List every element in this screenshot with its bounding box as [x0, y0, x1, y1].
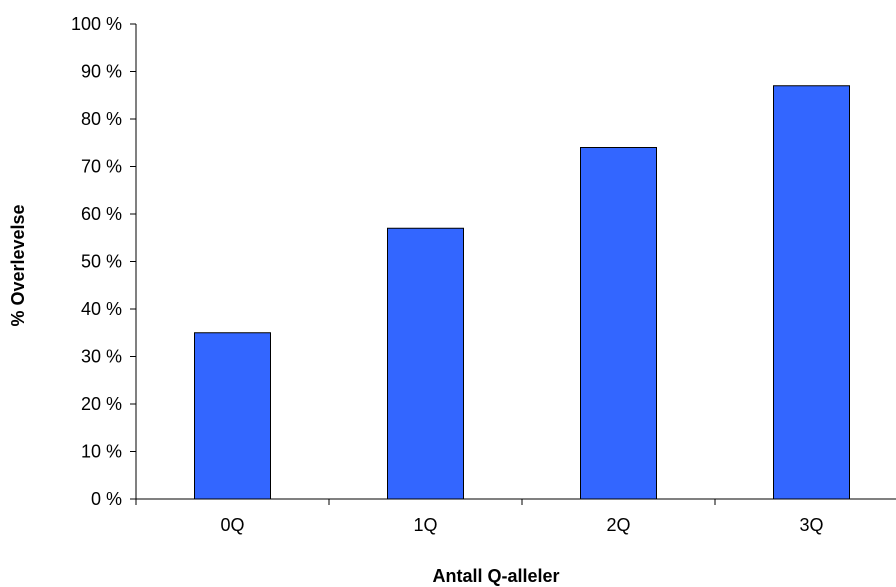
x-tick-label: 3Q [799, 515, 823, 535]
y-tick-label: 100 % [71, 14, 122, 34]
bars-group [194, 85, 850, 500]
y-tick-label: 90 % [81, 62, 122, 82]
y-tick-label: 10 % [81, 442, 122, 462]
y-axis-title: % Overlevelse [8, 204, 28, 326]
y-tick-label: 80 % [81, 109, 122, 129]
bar-1q [387, 227, 464, 500]
y-tick-label: 40 % [81, 299, 122, 319]
y-tick-label: 70 % [81, 157, 122, 177]
y-tick-label: 20 % [81, 394, 122, 414]
x-tick-label: 2Q [606, 515, 630, 535]
y-tick-label: 50 % [81, 252, 122, 272]
y-axis-ticks: 0 % 10 % 20 % 30 % 40 % 50 % 60 % 70 % 80 % 90 % 1… [71, 14, 136, 509]
x-tick-label: 1Q [413, 515, 437, 535]
x-axis-title: Antall Q-alleler [432, 566, 559, 586]
bar-2q [580, 147, 657, 500]
y-tick-label: 0 % [91, 489, 122, 509]
x-tick-label: 0Q [220, 515, 244, 535]
bar-3q [773, 85, 850, 500]
y-tick-label: 60 % [81, 204, 122, 224]
x-axis-ticks: 0Q 1Q 2Q 3Q [135, 499, 824, 535]
bar-0q [194, 332, 271, 500]
y-tick-label: 30 % [81, 347, 122, 367]
